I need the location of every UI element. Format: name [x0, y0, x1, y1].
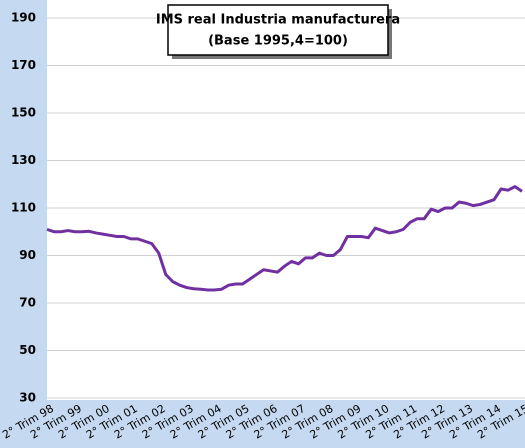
- chart-subtitle: (Base 1995,4=100): [208, 34, 348, 49]
- plot-area: [47, 0, 525, 400]
- grid: [47, 17, 525, 399]
- y-tick-label: 130: [11, 153, 36, 167]
- y-tick-label: 70: [19, 296, 36, 310]
- marks: [46, 185, 523, 292]
- chart-title: IMS real Industria manufacturera: [156, 13, 400, 28]
- y-tick-label: 150: [11, 106, 36, 120]
- y-tick-label: 30: [19, 391, 36, 405]
- title-box: [167, 4, 389, 56]
- line-series: [46, 185, 523, 292]
- y-tick-label: 110: [11, 201, 36, 215]
- y-tick-label: 190: [11, 11, 36, 25]
- y-tick-label: 50: [19, 343, 36, 357]
- y-tick-label: 170: [11, 58, 36, 72]
- y-tick-label: 90: [19, 248, 36, 262]
